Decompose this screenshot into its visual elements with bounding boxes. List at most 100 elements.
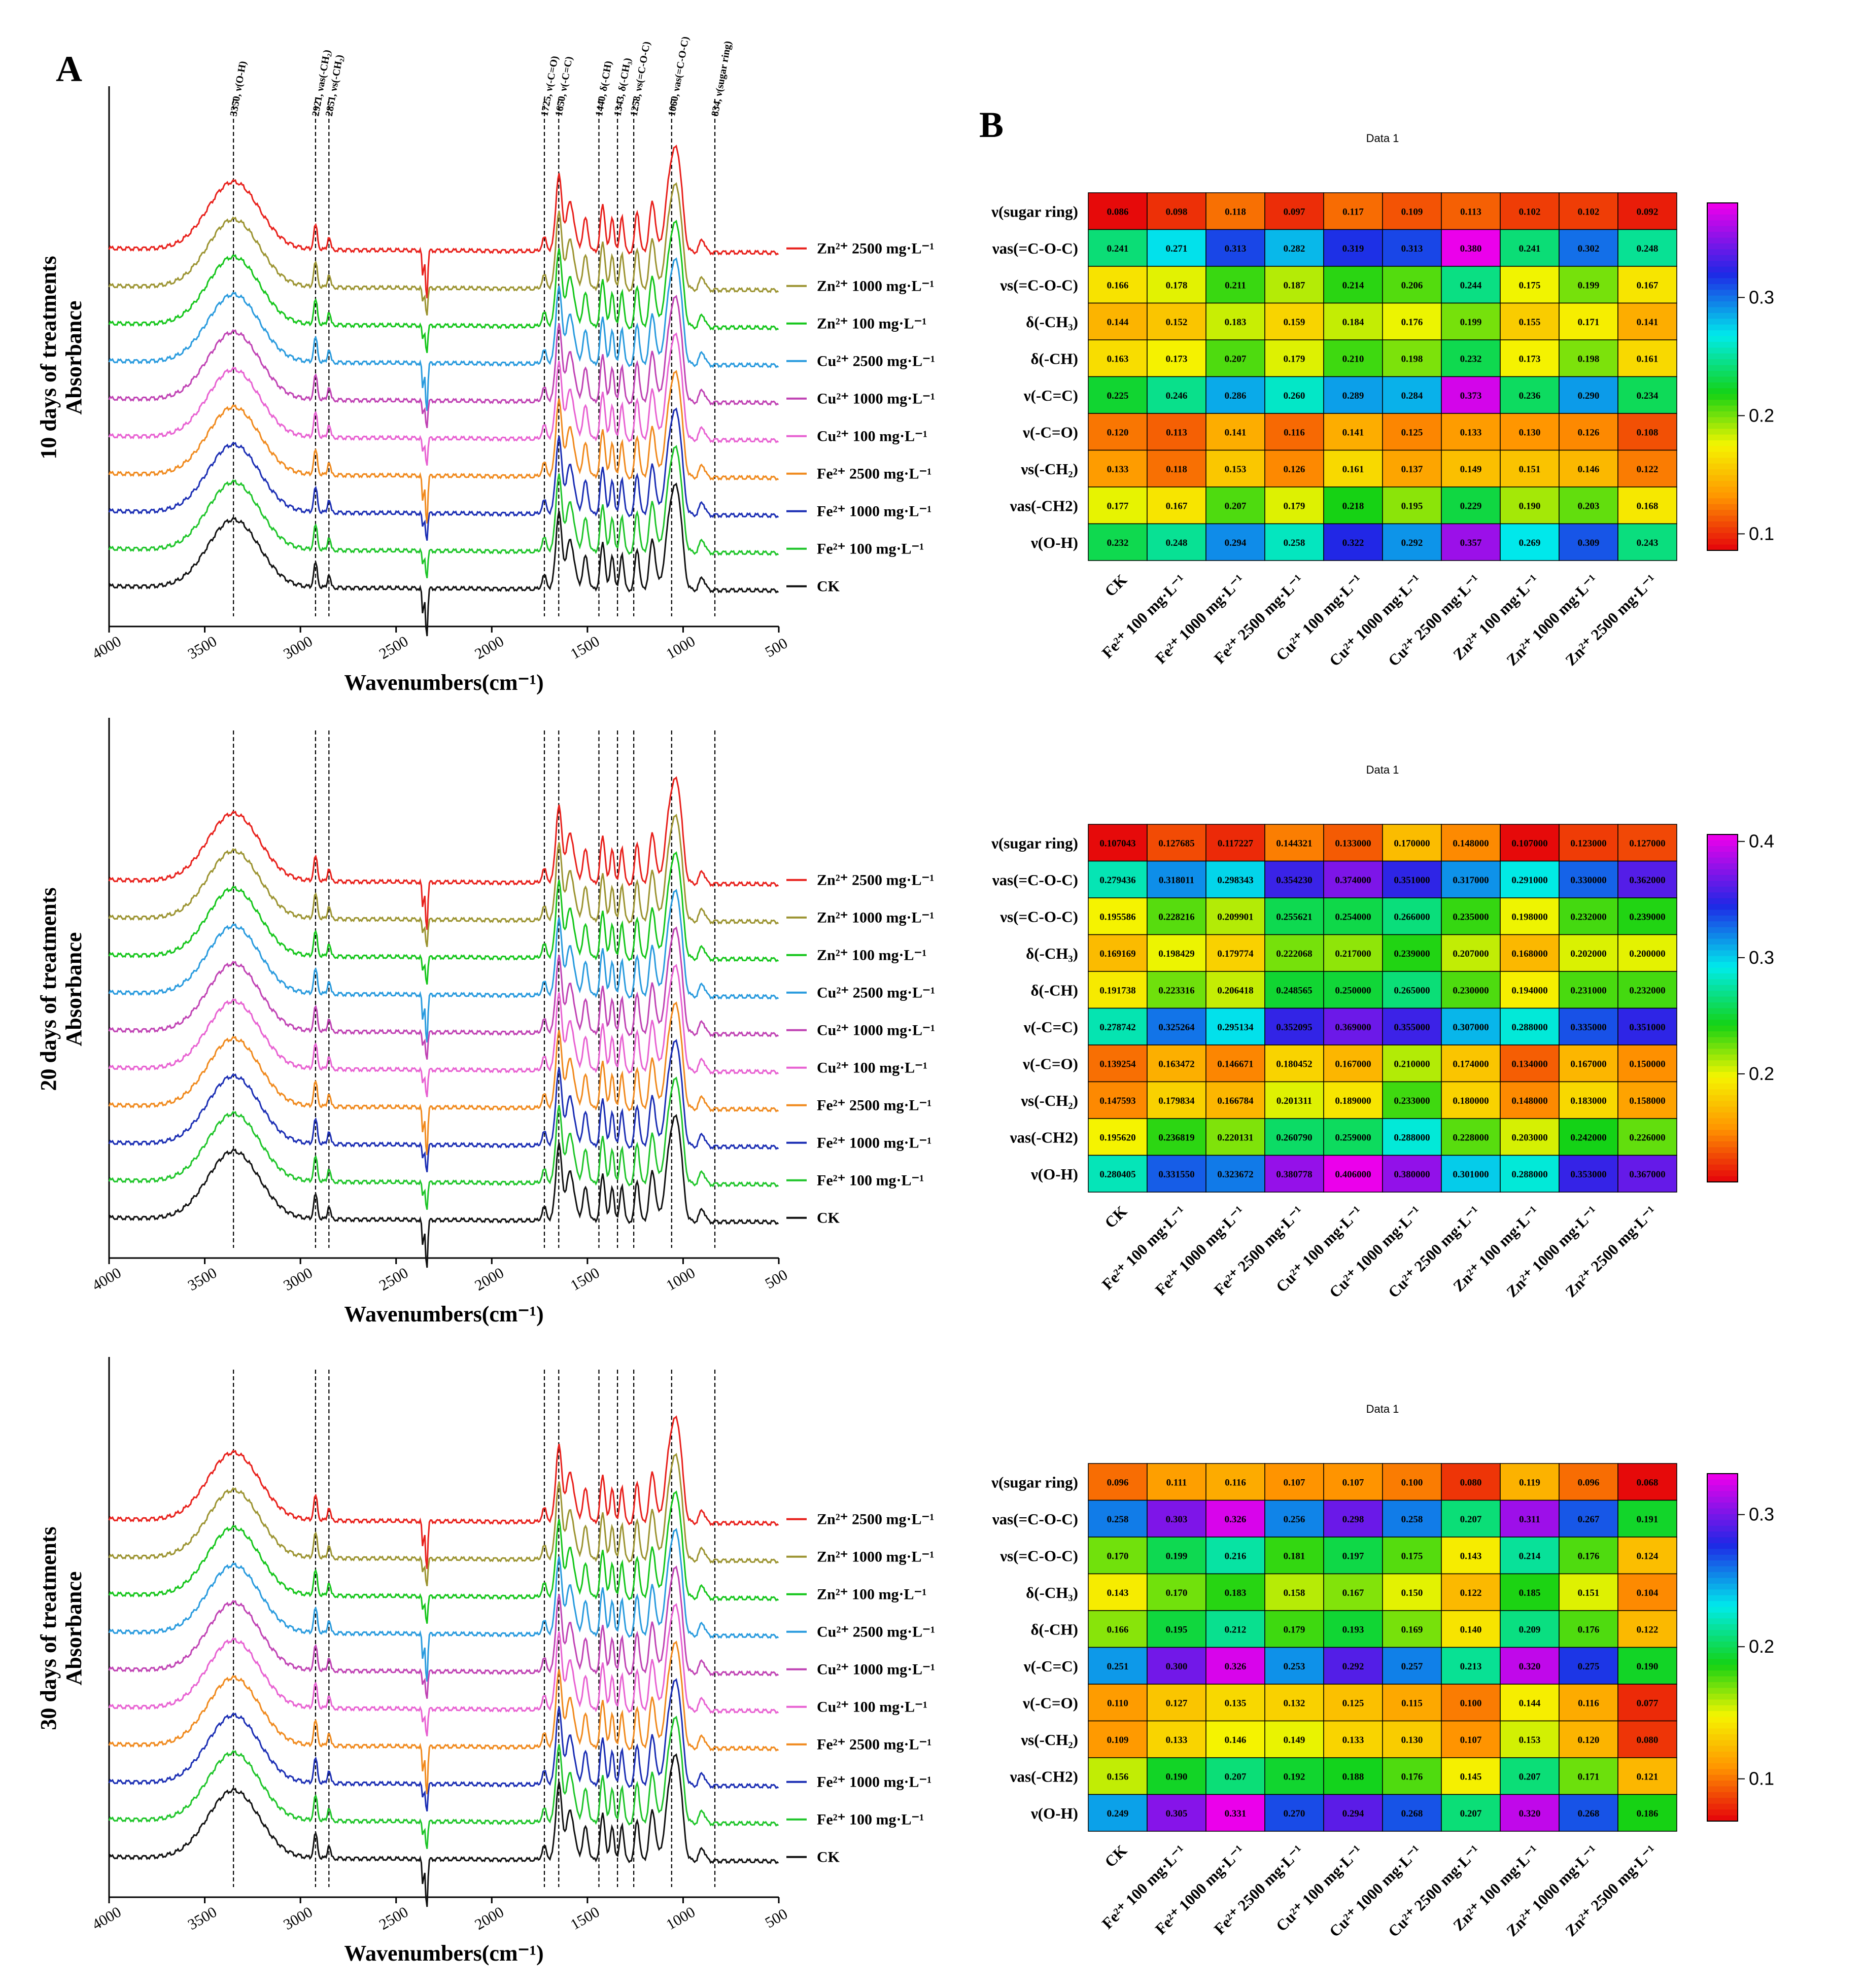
heatmap-cell — [1264, 1794, 1324, 1832]
colorbar-segment — [1707, 330, 1738, 337]
heatmap-cell-value: 0.373 — [1460, 391, 1482, 401]
heatmap-cell — [1264, 1720, 1324, 1758]
heatmap-cell-value: 0.206418 — [1217, 985, 1253, 996]
heatmap-cell — [1382, 1647, 1442, 1685]
heatmap-cell — [1500, 523, 1560, 561]
heatmap-cell — [1500, 192, 1560, 230]
heatmap-cell — [1382, 971, 1442, 1009]
heatmap-cell-value: 0.133 — [1107, 464, 1129, 475]
colorbar-frame — [1707, 834, 1738, 1182]
heatmap-cell-value: 0.107 — [1342, 1477, 1364, 1488]
heatmap-cell — [1323, 1647, 1383, 1685]
colorbar-segment — [1707, 1031, 1738, 1038]
heatmap-cell-value: 0.115 — [1401, 1698, 1423, 1708]
heatmap-cell — [1559, 1007, 1618, 1045]
heatmap-cell — [1559, 971, 1618, 1009]
heatmap-cell — [1088, 1573, 1148, 1611]
colorbar-segment — [1707, 1485, 1738, 1492]
heatmap-cell-value: 0.255621 — [1276, 912, 1312, 922]
colorbar-segment — [1707, 527, 1738, 534]
colorbar-segment — [1707, 834, 1738, 841]
heatmap-cell-value: 0.220131 — [1217, 1132, 1253, 1143]
heatmap-cell-value: 0.146 — [1225, 1735, 1247, 1746]
heatmap-cell-value: 0.148000 — [1511, 1096, 1547, 1106]
heatmap-cell-value: 0.169 — [1401, 1624, 1423, 1635]
heatmap-cell — [1500, 229, 1560, 267]
colorbar-segment — [1707, 359, 1738, 366]
heatmap-row-label: ν(O-H) — [1030, 1165, 1078, 1183]
heatmap-cell-value: 0.209901 — [1217, 912, 1253, 922]
heatmap-cell-value: 0.233000 — [1394, 1096, 1430, 1106]
heatmap-cell — [1147, 449, 1206, 487]
colorbar-segment — [1707, 996, 1738, 1003]
heatmap-cell — [1323, 229, 1383, 267]
heatmap-cell-value: 0.248 — [1637, 243, 1659, 254]
colorbar-segment — [1707, 1135, 1738, 1142]
colorbar-segment — [1707, 249, 1738, 256]
heatmap-cell — [1559, 1044, 1618, 1083]
heatmap-cell-value: 0.305 — [1166, 1808, 1188, 1819]
colorbar-segment — [1707, 1653, 1738, 1660]
colorbar-segment — [1707, 1676, 1738, 1683]
spectrum-line — [108, 1453, 779, 1587]
colorbar-tick-label: 0.2 — [1749, 405, 1774, 426]
heatmap-cell — [1441, 1499, 1501, 1538]
heatmap-cell-value: 0.080 — [1460, 1477, 1482, 1488]
colorbar-segment — [1707, 521, 1738, 528]
heatmap-cell-value: 0.121 — [1637, 1771, 1659, 1782]
heatmap-cell-value: 0.107043 — [1099, 838, 1135, 849]
heatmap-row-label: νs(=C-O-C) — [999, 276, 1078, 294]
legend-label: Cu²⁺ 2500 mg·L⁻¹ — [817, 985, 935, 1001]
x-axis-title: Wavenumbers(cm⁻¹) — [344, 670, 543, 695]
heatmap-cell-value: 0.149 — [1284, 1735, 1305, 1746]
heatmap-cell-value: 0.191738 — [1099, 985, 1135, 996]
heatmap-cell — [1088, 229, 1148, 267]
heatmap-cell-value: 0.180452 — [1276, 1059, 1312, 1069]
heatmap-cell-value: 0.291000 — [1511, 875, 1547, 886]
heatmap-cell — [1559, 339, 1618, 377]
heatmap-column-label: CK — [1101, 1841, 1130, 1871]
colorbar-segment — [1707, 1722, 1738, 1729]
heatmap-cell-value: 0.141 — [1225, 427, 1247, 438]
heatmap-cell — [1617, 1720, 1677, 1758]
heatmap-cell-value: 0.226000 — [1629, 1132, 1665, 1143]
heatmap-cell-value: 0.326 — [1225, 1661, 1247, 1672]
heatmap-cell — [1617, 1610, 1677, 1648]
heatmap-cell — [1323, 1537, 1383, 1575]
heatmap-cell-value: 0.228000 — [1453, 1132, 1489, 1143]
heatmap-cell — [1382, 1720, 1442, 1758]
heatmap-cell — [1617, 266, 1677, 304]
heatmap-cell — [1205, 1684, 1265, 1722]
heatmap-cell — [1264, 1155, 1324, 1193]
heatmap-cell — [1147, 1499, 1206, 1538]
colorbar-segment — [1707, 921, 1738, 928]
heatmap-cell-value: 0.197 — [1342, 1551, 1364, 1561]
heatmap-cell-value: 0.167000 — [1570, 1059, 1606, 1069]
legend-label: Zn²⁺ 2500 mg·L⁻¹ — [817, 872, 934, 889]
heatmap-cell — [1441, 860, 1501, 898]
colorbar-segment — [1707, 915, 1738, 922]
heatmap-cell — [1147, 1573, 1206, 1611]
heatmap-row-label: νas(-CH2) — [1010, 497, 1078, 514]
heatmap-cell — [1205, 486, 1265, 525]
heatmap-cell — [1382, 1155, 1442, 1193]
colorbar-segment — [1707, 1554, 1738, 1561]
heatmap-cell-value: 0.257 — [1401, 1661, 1423, 1672]
colorbar-segment — [1707, 1647, 1738, 1654]
colorbar-segment — [1707, 336, 1738, 342]
heatmap-row-label: δ(-CH₃) — [1026, 1584, 1078, 1601]
heatmap-cell-value: 0.295134 — [1217, 1022, 1254, 1033]
heatmap-row-label: ν(-C=O) — [1022, 423, 1078, 441]
heatmap-cell-value: 0.150 — [1401, 1588, 1423, 1598]
colorbar-segment — [1707, 991, 1738, 997]
heatmap-cell — [1441, 971, 1501, 1009]
heatmap-cell-value: 0.214 — [1519, 1551, 1541, 1561]
heatmap-cell-value: 0.170 — [1166, 1588, 1188, 1598]
colorbar-segment — [1707, 962, 1738, 968]
spectrum-line — [108, 964, 779, 1098]
heatmap-cell — [1147, 376, 1206, 414]
heatmap-cell-value: 0.151 — [1519, 464, 1541, 475]
x-tick-label: 2500 — [376, 1264, 411, 1294]
colorbar-segment — [1707, 400, 1738, 406]
